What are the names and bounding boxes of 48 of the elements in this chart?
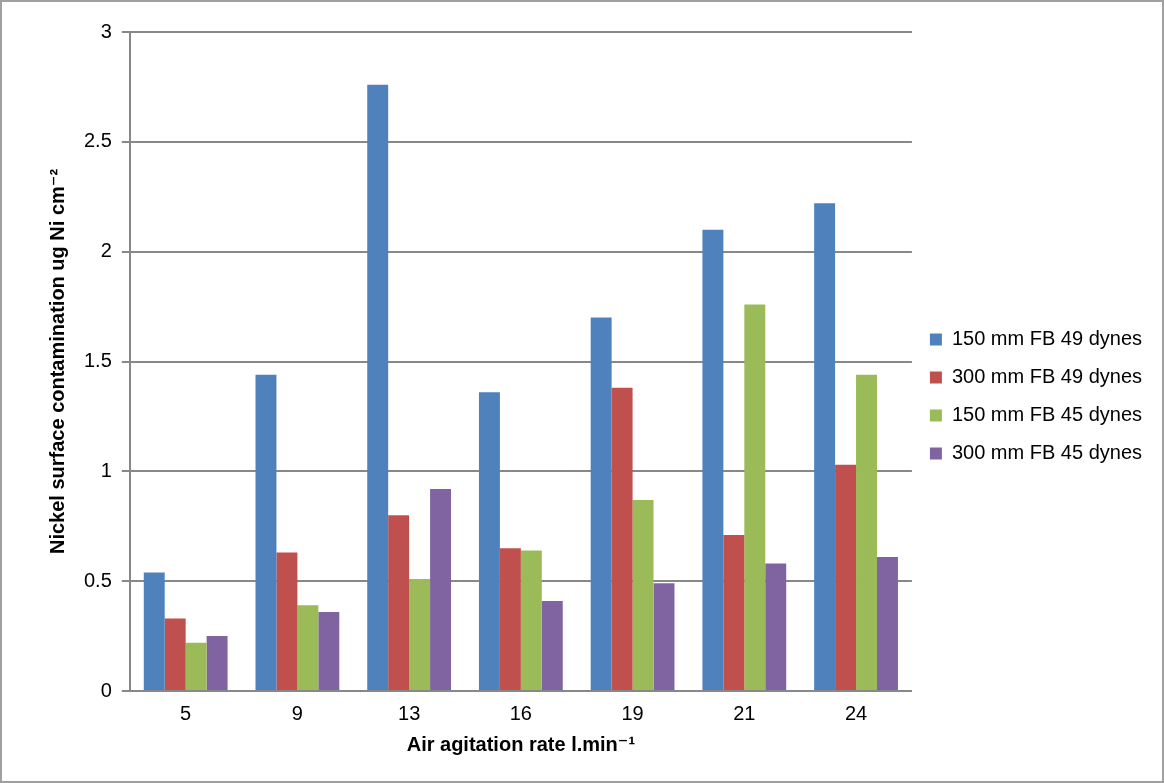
bar [164, 618, 186, 690]
bar [409, 578, 431, 690]
x-tick-label: 16 [509, 701, 532, 724]
y-tick-label: 0 [100, 678, 112, 701]
legend-label: 150 mm FB 45 dynes [951, 403, 1143, 426]
legend-label: 150 mm FB 49 dynes [951, 327, 1143, 350]
bar [318, 611, 340, 690]
bar [541, 600, 563, 690]
bar [520, 550, 542, 690]
bar [143, 572, 165, 690]
bar [702, 229, 724, 690]
x-tick-label: 21 [733, 701, 756, 724]
y-tick-label: 1.5 [83, 349, 112, 372]
x-tick-label: 24 [844, 701, 868, 724]
bar [185, 642, 207, 690]
x-axis-title: Air agitation rate l.min⁻¹ [406, 732, 636, 755]
bar [276, 552, 298, 690]
x-tick-label: 9 [291, 701, 303, 724]
bar [723, 535, 745, 690]
bar [835, 464, 857, 690]
y-tick-label: 0.5 [83, 568, 112, 591]
bar [255, 374, 277, 690]
bar [877, 557, 898, 690]
bar [499, 548, 521, 690]
bar [632, 499, 654, 690]
bar [430, 488, 452, 690]
bar [206, 636, 228, 690]
bar [590, 317, 612, 690]
bar [297, 605, 319, 690]
bar [367, 84, 389, 690]
bar [856, 374, 877, 690]
y-tick-label: 2 [100, 239, 112, 262]
bar [388, 515, 410, 690]
x-tick-label: 19 [621, 701, 644, 724]
bar [478, 392, 500, 690]
x-tick-label: 5 [180, 701, 192, 724]
y-axis-title: Nickel surface contamination ug Ni cm⁻² [45, 168, 68, 555]
legend-label: 300 mm FB 45 dynes [951, 441, 1143, 464]
y-tick-label: 2.5 [83, 129, 112, 152]
y-tick-label: 1 [100, 458, 112, 481]
x-tick-label: 13 [398, 701, 421, 724]
bar [744, 304, 766, 690]
bar [611, 387, 633, 690]
y-tick-label: 3 [100, 19, 112, 42]
bar [653, 583, 675, 690]
legend-label: 300 mm FB 49 dynes [951, 365, 1143, 388]
bar [765, 563, 787, 690]
bar [814, 203, 836, 690]
